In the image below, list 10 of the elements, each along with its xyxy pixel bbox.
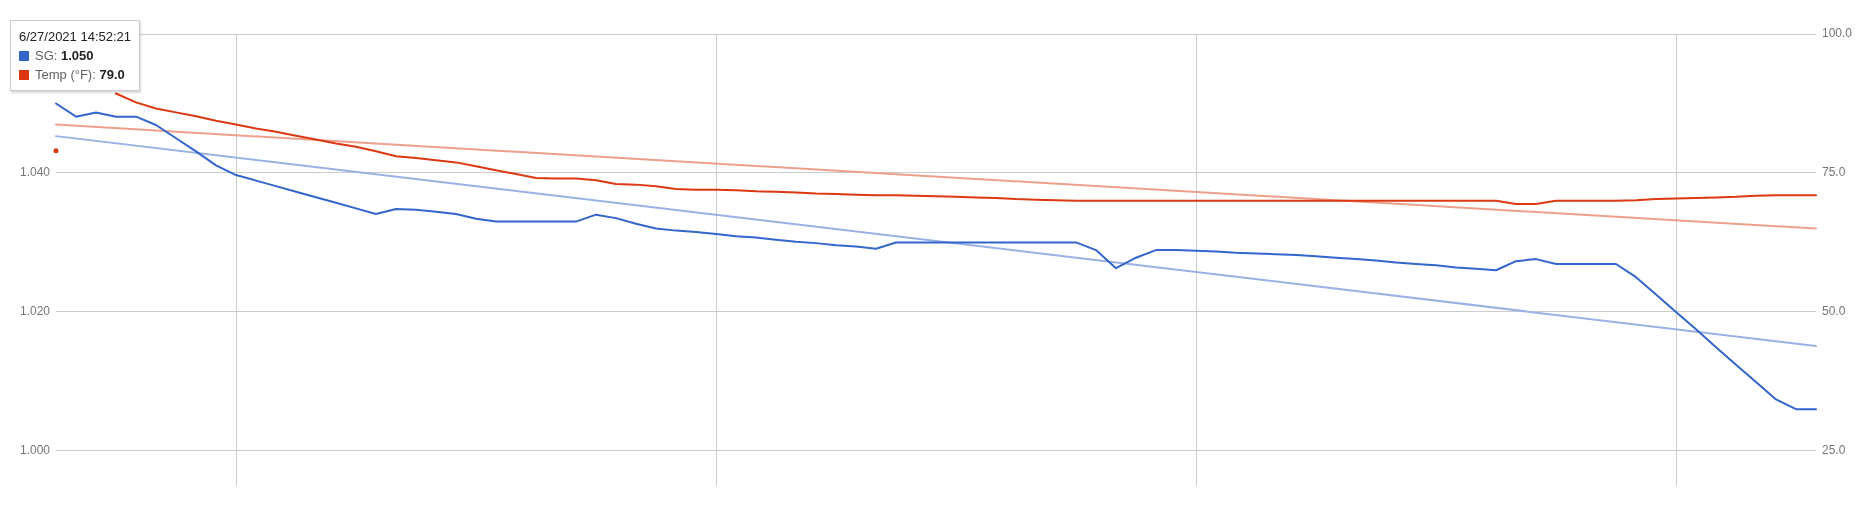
y-tick-label: 1.040: [19, 165, 51, 180]
y-tick-label: 1.000: [19, 443, 51, 458]
y2-tick-label: 25.0: [1822, 443, 1846, 458]
y2-tick-label: 75.0: [1822, 165, 1846, 180]
annotation: SG: 1.050: [35, 48, 94, 63]
y2-tick-label: 50.0: [1822, 304, 1846, 319]
y2-tick-label: 100.0: [1822, 26, 1853, 41]
annotation: Temp (°F): 79.0: [35, 67, 125, 82]
annotation: 6/27/2021 14:52:21: [19, 28, 132, 46]
y-tick-label: 1.020: [19, 304, 51, 319]
